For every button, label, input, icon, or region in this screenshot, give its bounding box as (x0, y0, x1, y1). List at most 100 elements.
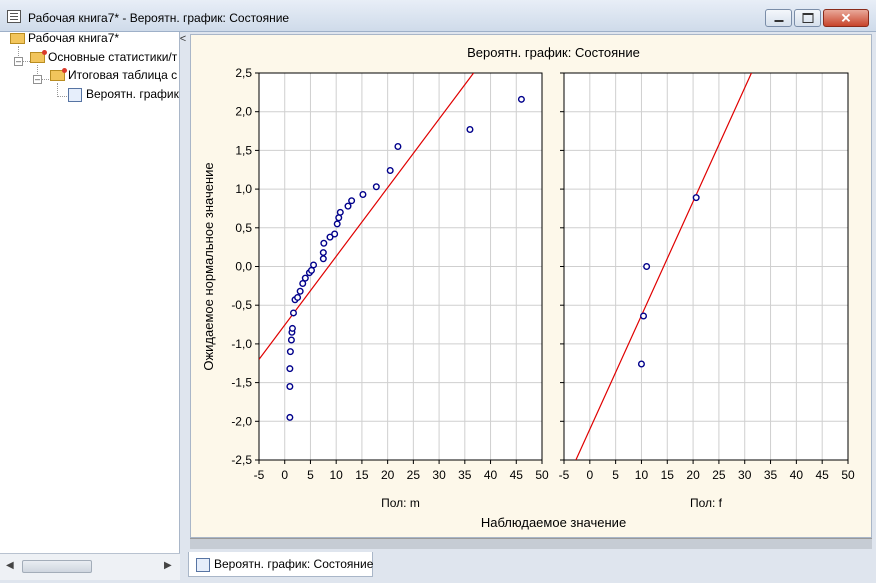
y-tick-label: -1,0 (231, 337, 252, 351)
data-point (286, 382, 294, 390)
tree-item-label: Вероятн. график (86, 87, 179, 101)
y-tick-label: 1,0 (235, 182, 252, 196)
scroll-thumb[interactable] (22, 560, 92, 573)
data-point (394, 143, 402, 151)
tree-horizontal-scrollbar[interactable]: ◀ ▶ (0, 553, 180, 580)
tree-connector (57, 83, 58, 97)
tree-connector (37, 65, 38, 80)
x-tick-label: 35 (764, 468, 778, 482)
data-point (286, 348, 294, 356)
data-point (637, 360, 645, 368)
folder-icon (50, 68, 67, 82)
y-tick-label: 0,5 (235, 221, 252, 235)
x-tick-label: 45 (510, 468, 524, 482)
data-point (344, 202, 352, 210)
tree-connector (18, 61, 30, 62)
x-tick-label: 5 (307, 468, 314, 482)
x-tick-label: 45 (816, 468, 830, 482)
data-point (643, 262, 651, 270)
y-tick-label: -0,5 (231, 298, 252, 312)
folder-open-icon (10, 33, 25, 45)
x-tick-label: 0 (281, 468, 288, 482)
x-tick-label: 50 (841, 468, 855, 482)
data-point (319, 255, 327, 263)
x-tick-label: 30 (432, 468, 446, 482)
scroll-right-icon[interactable]: ▶ (164, 560, 172, 571)
tab-probability-plot[interactable]: Вероятн. график: Состояние (188, 552, 373, 577)
data-point (359, 191, 367, 199)
graph-icon (68, 87, 82, 102)
tree-expander[interactable]: – (33, 74, 42, 84)
y-tick-label: -2,5 (231, 453, 252, 467)
tree-item-label: Рабочая книга7* (28, 32, 120, 45)
x-tick-label: -5 (254, 468, 265, 482)
panel-label: Пол: f (690, 496, 723, 510)
window-title: Рабочая книга7* - Вероятн. график: Состо… (28, 11, 290, 25)
data-point (319, 249, 327, 257)
data-point (296, 287, 304, 295)
y-tick-label: 2,0 (235, 105, 252, 119)
y-tick-label: -1,5 (231, 376, 252, 390)
x-tick-label: 15 (355, 468, 369, 482)
close-icon: ✕ (840, 10, 852, 26)
data-point (299, 280, 307, 288)
tree-connector (18, 46, 19, 62)
close-button[interactable]: ✕ (823, 9, 869, 27)
tab-label: Вероятн. график: Состояние (214, 557, 374, 571)
tree-connector (37, 79, 49, 80)
plot-frame (258, 72, 543, 461)
data-point (326, 233, 334, 241)
probability-plot: Вероятн. график: Состояние -5 0 5 10 15 20 25 30… (201, 45, 855, 530)
plot-frame (563, 72, 849, 461)
data-point (336, 208, 344, 216)
x-tick-label: 20 (686, 468, 700, 482)
data-point (372, 183, 380, 191)
y-axis-title: Ожидаемое нормальное значение (201, 162, 216, 370)
minimize-button[interactable] (765, 9, 792, 27)
data-point (286, 413, 294, 421)
maximize-icon (802, 13, 813, 23)
maximize-button[interactable] (794, 9, 821, 27)
data-point (288, 324, 296, 332)
x-tick-label: 50 (535, 468, 549, 482)
window-titlebar: Рабочая книга7* - Вероятн. график: Состо… (0, 0, 876, 32)
data-point (320, 239, 328, 247)
x-tick-label: 15 (661, 468, 675, 482)
tree-item-workbook[interactable]: Рабочая книга7* (10, 32, 119, 47)
data-point (286, 365, 294, 373)
tree-connector (57, 96, 67, 97)
graph-toolbar-strip (190, 538, 872, 549)
tree-item-label: Итоговая таблица с (68, 68, 178, 82)
x-tick-label: -5 (559, 468, 570, 482)
graph-panel: Вероятн. график: Состояние -5 0 5 10 15 20 25 30… (190, 34, 872, 538)
tree-item-summary-table[interactable]: Итоговая таблица с (50, 66, 177, 84)
reference-line (575, 73, 752, 460)
x-tick-label: 35 (458, 468, 472, 482)
x-tick-label: 25 (712, 468, 726, 482)
tree-expander[interactable]: – (14, 56, 23, 66)
tree-item-basic-stats[interactable]: Основные статистики/т (30, 48, 177, 66)
y-tick-label: -2,0 (231, 414, 252, 428)
folder-icon (30, 50, 47, 64)
data-point (287, 336, 295, 344)
data-point (466, 126, 474, 134)
data-point (301, 274, 309, 282)
x-tick-label: 0 (586, 468, 593, 482)
data-point (333, 220, 341, 228)
data-point (289, 309, 297, 317)
minimize-icon (774, 20, 783, 22)
graph-icon (196, 557, 210, 572)
data-point (348, 197, 356, 205)
chart-title: Вероятн. график: Состояние (467, 45, 640, 60)
data-point (310, 261, 318, 269)
data-point (331, 230, 339, 238)
collapse-tree-button[interactable]: < (179, 33, 187, 45)
tree-item-probability-plot[interactable]: Вероятн. график (68, 85, 179, 103)
y-tick-label: 1,5 (235, 143, 252, 157)
x-tick-label: 40 (484, 468, 498, 482)
x-axis-title: Наблюдаемое значение (481, 515, 626, 530)
x-tick-label: 5 (612, 468, 619, 482)
data-point (517, 95, 525, 103)
scroll-left-icon[interactable]: ◀ (6, 560, 14, 571)
x-tick-label: 20 (381, 468, 395, 482)
